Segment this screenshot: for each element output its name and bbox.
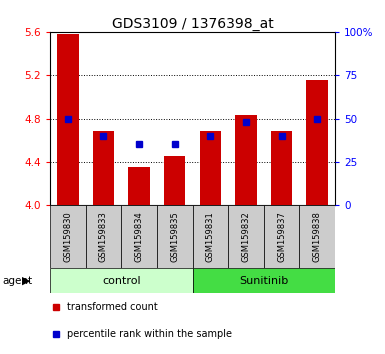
Bar [93,131,114,205]
Bar [50,268,192,293]
Bar [199,131,221,205]
Text: percentile rank within the sample: percentile rank within the sample [67,329,232,338]
Bar [228,205,264,268]
Text: transformed count: transformed count [67,302,158,312]
Bar [235,115,257,205]
Text: Sunitinib: Sunitinib [239,276,288,286]
Bar [85,205,121,268]
Text: GSM159834: GSM159834 [135,211,144,262]
Text: GSM159832: GSM159832 [241,211,250,262]
Text: GSM159830: GSM159830 [64,211,72,262]
Bar [157,205,192,268]
Bar [121,205,157,268]
Bar [264,205,300,268]
Title: GDS3109 / 1376398_at: GDS3109 / 1376398_at [112,17,273,31]
Bar [192,205,228,268]
Bar [57,34,79,205]
Text: GSM159831: GSM159831 [206,211,215,262]
Bar [50,205,85,268]
Bar [300,205,335,268]
Text: GSM159835: GSM159835 [170,211,179,262]
Text: GSM159837: GSM159837 [277,211,286,262]
Text: control: control [102,276,141,286]
Bar [306,80,328,205]
Bar [271,131,292,205]
Text: ▶: ▶ [22,276,31,286]
Text: GSM159838: GSM159838 [313,211,321,262]
Bar [164,156,186,205]
Bar [192,268,335,293]
Bar [128,167,150,205]
Text: agent: agent [2,276,32,286]
Text: GSM159833: GSM159833 [99,211,108,262]
